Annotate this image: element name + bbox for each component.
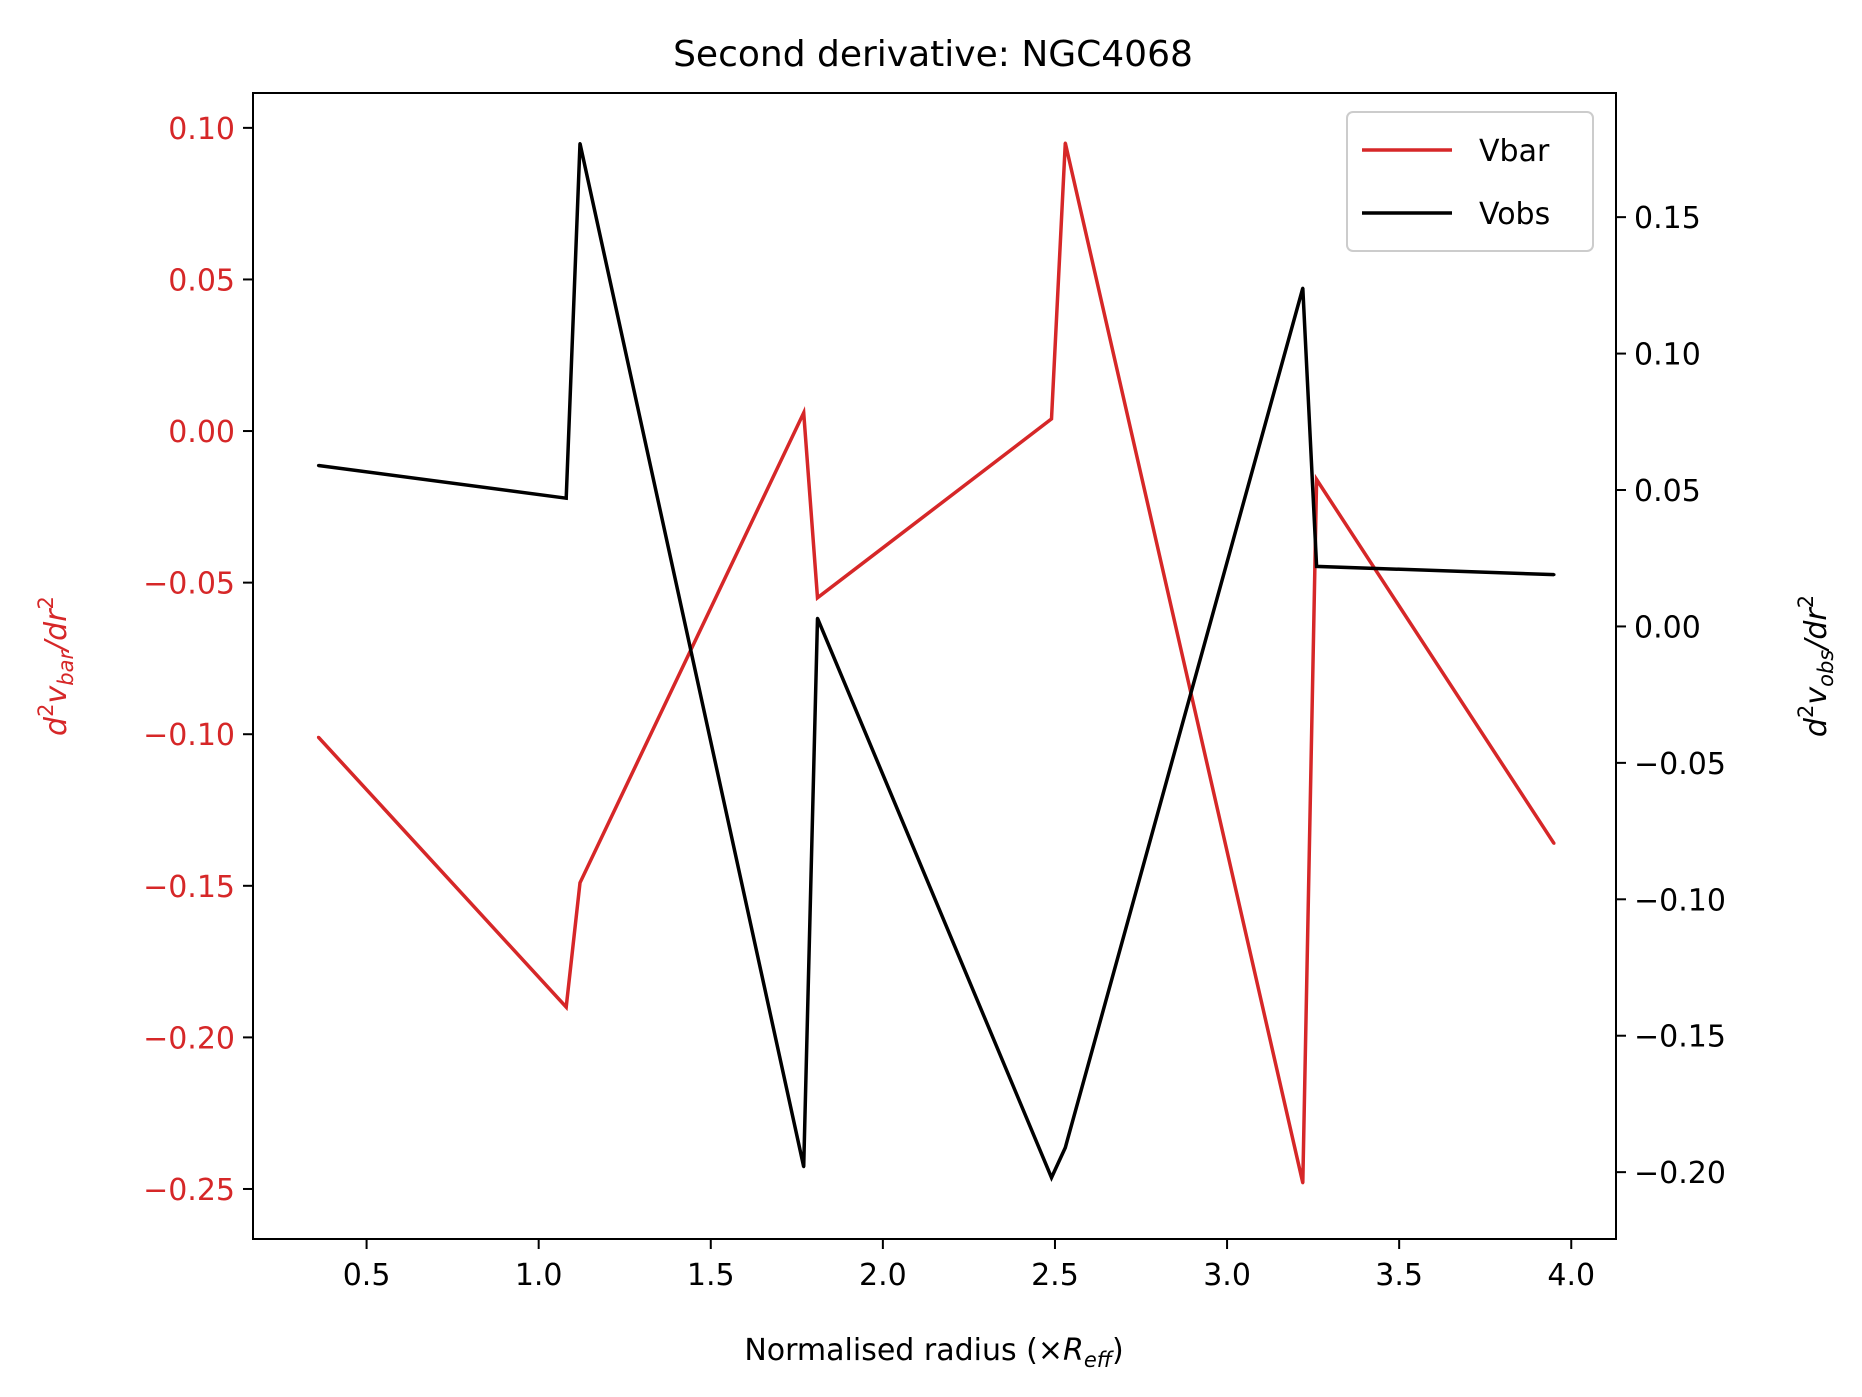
y-right-tick-label: 0.15 xyxy=(1634,201,1701,236)
y-right-tick-label: 0.05 xyxy=(1634,474,1701,509)
x-tick-label: 1.5 xyxy=(687,1258,735,1293)
y-left-tick-label: −0.10 xyxy=(143,718,235,753)
y-left-tick-label: −0.20 xyxy=(143,1021,235,1056)
data-point-vobs xyxy=(578,141,582,145)
chart-title: Second derivative: NGC4068 xyxy=(673,34,1193,75)
data-point-vobs xyxy=(1050,1176,1054,1180)
legend: Vbar Vobs xyxy=(1346,111,1594,252)
data-point-vbar xyxy=(1315,478,1319,482)
y-left-tick-label: 0.10 xyxy=(168,112,235,147)
x-axis-label-prefix: Normalised radius (× xyxy=(744,1333,1063,1368)
y-axis-right-label: d2vobs/dr2 xyxy=(1794,595,1838,737)
plot-lines xyxy=(316,141,1556,1185)
y-right-tick-label: 0.10 xyxy=(1634,338,1701,373)
x-tick-label: 3.0 xyxy=(1203,1258,1251,1293)
x-tick-label: 1.0 xyxy=(515,1258,563,1293)
data-point-vbar xyxy=(802,411,806,415)
plot-frame xyxy=(252,92,1617,1240)
data-point-vobs xyxy=(1552,573,1556,577)
data-point-vobs xyxy=(1301,286,1305,290)
y-left-tick-label: −0.05 xyxy=(143,567,235,602)
data-point-vobs xyxy=(1315,564,1319,568)
y-axis-right: 0.15 0.10 0.05 0.00 −0.05 −0.10 −0.15 −0.20 xyxy=(1616,201,1726,1191)
x-axis: 0.5 1.0 1.5 2.0 2.5 3.0 3.5 4.0 xyxy=(343,1239,1595,1293)
y-left-tick-label: −0.25 xyxy=(143,1173,235,1208)
data-point-vbar xyxy=(1552,841,1556,845)
y-right-tick-label: −0.20 xyxy=(1634,1156,1726,1191)
legend-label-vobs: Vobs xyxy=(1479,197,1550,232)
y-right-tick-label: 0.00 xyxy=(1634,610,1701,645)
legend-label-vbar: Vbar xyxy=(1479,134,1550,169)
data-point-vbar xyxy=(564,1005,568,1009)
x-axis-label-sub: eff xyxy=(1084,1348,1115,1372)
data-point-vbar xyxy=(578,881,582,885)
y-right-tick-label: −0.05 xyxy=(1634,747,1726,782)
data-point-vobs xyxy=(1063,1146,1067,1150)
x-axis-label-suffix: ) xyxy=(1112,1333,1124,1368)
x-tick-label: 0.5 xyxy=(343,1258,391,1293)
data-point-vbar xyxy=(1301,1181,1305,1185)
series-line-vbar xyxy=(317,142,1556,1184)
x-axis-label: Normalised radius (×Reff) xyxy=(744,1333,1123,1372)
y-left-tick-label: 0.00 xyxy=(168,415,235,450)
data-point-vbar xyxy=(1063,141,1067,145)
y-left-tick-label: 0.05 xyxy=(168,263,235,298)
x-axis-label-var: R xyxy=(1063,1333,1084,1368)
x-tick-label: 2.5 xyxy=(1031,1258,1079,1293)
data-point-vbar xyxy=(815,596,819,600)
y-right-tick-label: −0.15 xyxy=(1634,1020,1726,1055)
y-axis-left: 0.10 0.05 0.00 −0.05 −0.10 −0.15 −0.20 −0.25 xyxy=(143,112,253,1208)
y-left-tick-label: −0.15 xyxy=(143,870,235,905)
series-line-vobs xyxy=(318,143,1555,1182)
data-point-vobs xyxy=(316,463,320,467)
x-tick-label: 2.0 xyxy=(859,1258,907,1293)
data-point-vobs xyxy=(802,1165,806,1169)
data-point-vbar xyxy=(1050,417,1054,421)
y-right-tick-label: −0.10 xyxy=(1634,883,1726,918)
x-tick-label: 3.5 xyxy=(1375,1258,1423,1293)
data-point-vobs xyxy=(815,616,819,620)
data-point-vbar xyxy=(316,735,320,739)
data-point-vobs xyxy=(564,496,568,500)
y-axis-left-label: d2vbar/dr2 xyxy=(34,596,78,736)
legend-box xyxy=(1346,111,1594,252)
x-tick-label: 4.0 xyxy=(1547,1258,1595,1293)
